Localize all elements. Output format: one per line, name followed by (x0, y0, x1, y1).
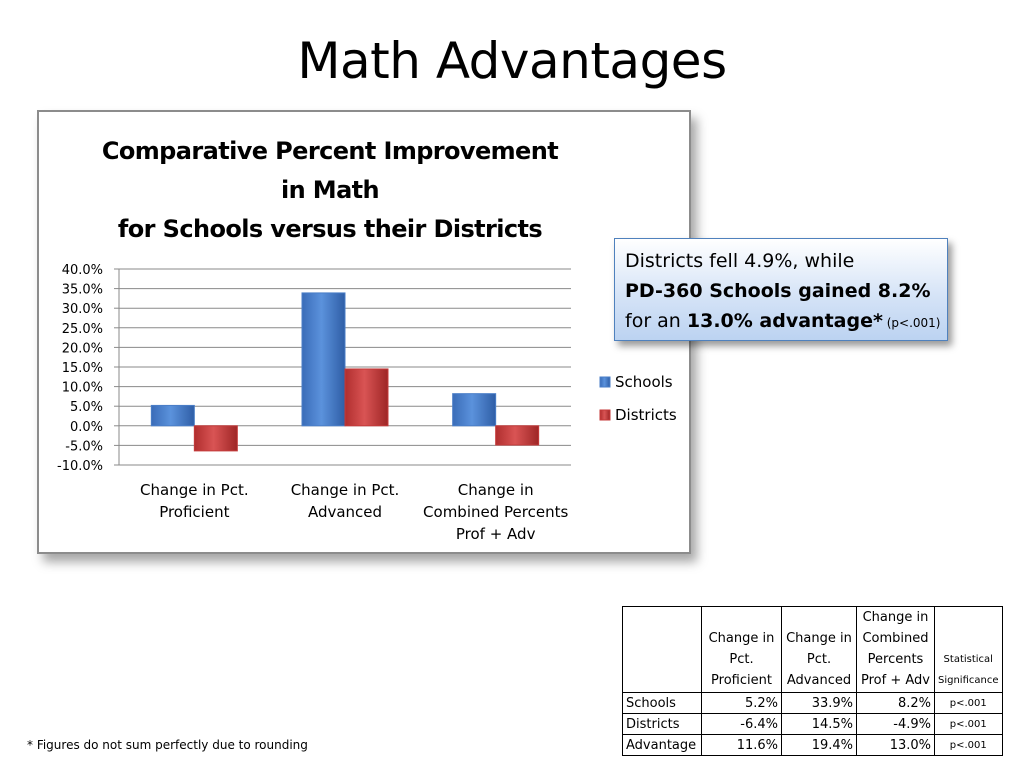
table-header-significance: Statistical Significance (934, 606, 1003, 693)
row-label: Advantage (622, 734, 702, 756)
results-table: Change in Pct. Proficient Change in Pct.… (622, 606, 1003, 756)
header-line: Change in (708, 631, 775, 646)
header-line: Combined (862, 631, 929, 646)
cell-significance: p<.001 (934, 713, 1003, 735)
header-line: Percents (867, 652, 924, 667)
cell-value: 13.0% (856, 734, 935, 756)
y-tick-label: 35.0% (62, 283, 103, 298)
header-line: Prof + Adv (861, 673, 930, 688)
table-row: Districts -6.4% 14.5% -4.9% p<.001 (622, 713, 1003, 735)
footnote: * Figures do not sum perfectly due to ro… (27, 738, 308, 752)
bar-districts (193, 425, 238, 452)
cell-significance: p<.001 (934, 692, 1003, 714)
x-category-label: Change in (458, 481, 534, 499)
bar-districts (344, 368, 389, 427)
y-tick-label: 25.0% (62, 322, 103, 337)
header-line: Pct. (729, 652, 754, 667)
row-label: Schools (622, 692, 702, 714)
y-tick-label: 30.0% (62, 302, 103, 317)
cell-value: -6.4% (701, 713, 782, 735)
chart-title: Comparative Percent Improvement in Math … (39, 132, 621, 249)
callout-line-2-bold: PD-360 Schools gained 8.2% (625, 280, 931, 302)
header-line: Advanced (786, 673, 852, 688)
x-category-label: Proficient (159, 503, 229, 521)
table-header-advanced: Change in Pct. Advanced (781, 606, 857, 693)
header-line: Change in (862, 610, 929, 625)
header-line: Change in (786, 631, 852, 646)
y-tick-label: 20.0% (62, 341, 103, 356)
callout-line-3-bold: 13.0% advantage (686, 310, 873, 332)
row-label: Districts (622, 713, 702, 735)
header-line: Pct. (806, 652, 832, 667)
y-tick-label: 5.0% (70, 400, 103, 415)
x-category-label: Change in Pct. (140, 481, 249, 499)
bar-schools (150, 404, 195, 427)
cell-value: 33.9% (781, 692, 857, 714)
chart-title-line-2: in Math (280, 176, 380, 204)
table-row: Advantage 11.6% 19.4% 13.0% p<.001 (622, 734, 1003, 756)
legend-label-schools: Schools (615, 373, 673, 391)
bar-districts (495, 425, 540, 446)
cell-value: 14.5% (781, 713, 857, 735)
x-category-label: Combined Percents (423, 503, 568, 521)
y-tick-label: 0.0% (70, 420, 103, 435)
y-tick-label: 40.0% (62, 263, 103, 278)
callout-pvalue: (p<.001) (882, 316, 941, 330)
bar-schools (301, 292, 346, 427)
x-category-label: Change in Pct. (291, 481, 400, 499)
x-category-label: Prof + Adv (456, 525, 536, 543)
legend-label-districts: Districts (615, 406, 677, 424)
chart-title-line-3: for Schools versus their Districts (117, 215, 543, 243)
callout-line-3: for an 13.0% advantage* (p<.001) (625, 306, 940, 338)
legend-swatch-schools (599, 376, 611, 388)
callout-line-3-prefix: for an (625, 310, 687, 332)
cell-value: -4.9% (856, 713, 935, 735)
y-tick-label: 10.0% (62, 381, 103, 396)
legend-swatch-districts (599, 409, 611, 421)
cell-significance: p<.001 (934, 734, 1003, 756)
callout-line-2: PD-360 Schools gained 8.2% (625, 276, 937, 306)
table-header-proficient: Change in Pct. Proficient (701, 606, 782, 693)
chart-panel: Comparative Percent Improvement in Math … (37, 110, 691, 554)
x-category-label: Advanced (308, 503, 382, 521)
cell-value: 11.6% (701, 734, 782, 756)
chart-title-line-1: Comparative Percent Improvement (101, 137, 559, 165)
callout-line-1: Districts fell 4.9%, while (625, 250, 855, 272)
cell-value: 5.2% (701, 692, 782, 714)
cell-value: 19.4% (781, 734, 857, 756)
header-line: Proficient (711, 673, 772, 688)
table-header-blank (622, 606, 702, 693)
callout-star: * (872, 310, 883, 332)
table-row: Schools 5.2% 33.9% 8.2% p<.001 (622, 692, 1003, 714)
table-header-combined: Change in Combined Percents Prof + Adv (856, 606, 935, 693)
table-header-row: Change in Pct. Proficient Change in Pct.… (622, 606, 1003, 693)
cell-value: 8.2% (856, 692, 935, 714)
bar-schools (452, 393, 497, 427)
y-tick-label: -5.0% (65, 439, 103, 454)
y-tick-label: -10.0% (57, 459, 103, 474)
header-line: Statistical (943, 654, 993, 665)
y-tick-label: 15.0% (62, 361, 103, 376)
slide-title: Math Advantages (297, 32, 727, 90)
bar-chart: 40.0% 35.0% 30.0% 25.0% 20.0% 15.0% 10.0% 5.0% 0… (57, 263, 677, 543)
callout-box: Districts fell 4.9%, while PD-360 School… (614, 238, 948, 341)
header-line: Significance (938, 675, 999, 686)
